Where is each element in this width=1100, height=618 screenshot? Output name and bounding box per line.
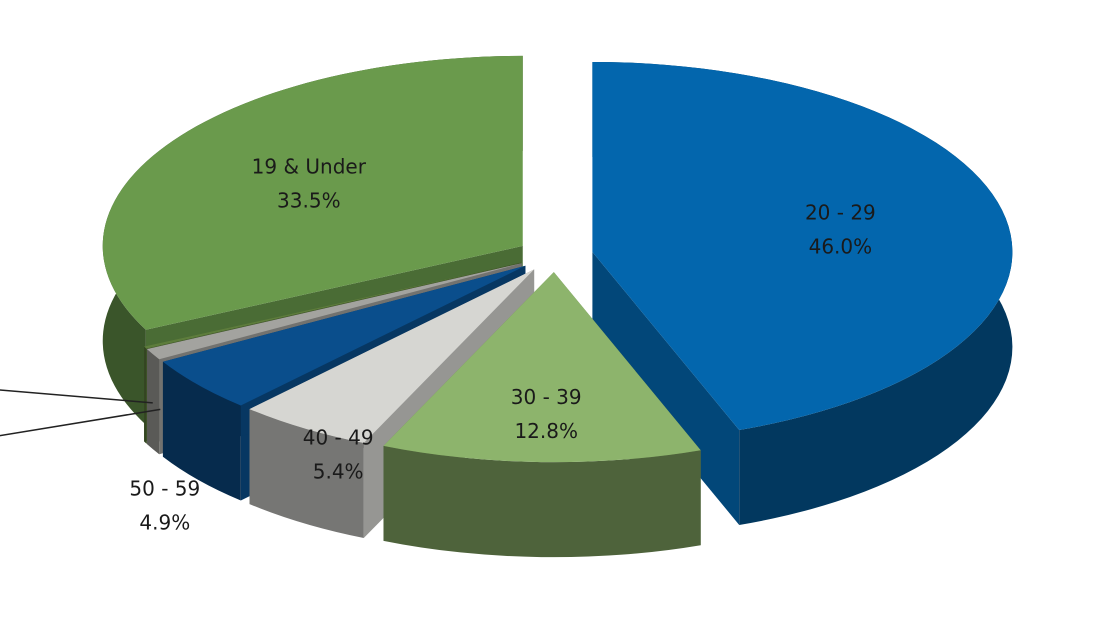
slice-value: 5.4%: [313, 460, 364, 484]
slice-value: 46.0%: [809, 235, 873, 259]
slice-value: 33.5%: [277, 189, 341, 213]
slice-wall: [147, 349, 160, 455]
slice: [383, 272, 701, 463]
slice: [249, 269, 535, 444]
slice: [162, 265, 526, 406]
slice-wall: [144, 346, 147, 444]
slice: [102, 55, 523, 330]
slice: [144, 262, 522, 349]
slice-value: 4.9%: [139, 511, 190, 535]
slice-value: 12.8%: [514, 419, 578, 443]
leader-line: [0, 389, 153, 404]
slice-label: 20 - 29: [805, 201, 876, 225]
slice-side: [592, 251, 740, 525]
slice: [147, 263, 522, 360]
slice-label: 30 - 39: [511, 385, 582, 409]
slice-label: 50 - 59: [129, 477, 200, 501]
slice-wall: [162, 361, 241, 501]
leader-line: [0, 408, 161, 437]
slice-label: 40 - 49: [303, 426, 374, 450]
slice: [592, 61, 1013, 430]
slice-wall: [249, 409, 364, 539]
slice-label: 19 & Under: [252, 155, 367, 179]
slice-wall: [383, 445, 701, 558]
